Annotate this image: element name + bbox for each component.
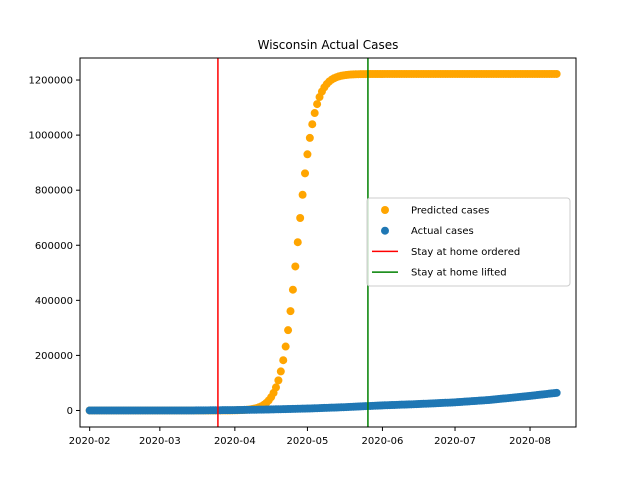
y-tick-label: 0 (67, 406, 73, 417)
predicted-point (310, 109, 319, 118)
actual-point (552, 388, 561, 397)
legend-marker-swatch (381, 206, 389, 214)
y-tick-label: 600000 (35, 241, 73, 252)
x-tick-label: 2020-08 (509, 436, 551, 447)
predicted-point (308, 120, 317, 129)
x-tick-label: 2020-04 (214, 436, 256, 447)
y-tick-label: 1000000 (28, 131, 73, 142)
predicted-point (281, 342, 290, 351)
predicted-point (301, 169, 310, 178)
plot-area (85, 58, 561, 427)
y-tick-label: 1200000 (28, 76, 73, 87)
x-tick-label: 2020-02 (69, 436, 111, 447)
y-tick-label: 800000 (35, 186, 73, 197)
predicted-point (274, 376, 283, 385)
legend: Predicted cases Actual cases Stay at home … (366, 197, 571, 287)
legend-marker-swatch (381, 226, 389, 235)
x-tick-label: 2020-05 (287, 436, 329, 447)
legend-entry: Actual cases (411, 226, 474, 237)
x-tick-label: 2020-07 (434, 436, 476, 447)
predicted-point (271, 383, 280, 392)
predicted-point (288, 285, 297, 294)
legend-entry: Stay at home ordered (411, 247, 520, 258)
predicted-point (313, 100, 322, 109)
legend-box (366, 197, 571, 287)
x-tick-label: 2020-03 (139, 436, 181, 447)
predicted-point (293, 238, 302, 247)
predicted-point (552, 69, 561, 78)
legend-entry: Predicted cases (411, 206, 489, 217)
predicted-point (286, 307, 295, 316)
predicted-point (279, 356, 288, 365)
predicted-point (303, 150, 312, 159)
y-tick-label: 400000 (35, 296, 73, 307)
predicted-point (276, 367, 285, 376)
predicted-point (284, 326, 293, 335)
legend-entry: Stay at home lifted (411, 268, 507, 279)
predicted-point (298, 190, 307, 199)
x-tick-label: 2020-06 (362, 436, 404, 447)
predicted-point (296, 213, 305, 222)
chart-title: Wisconsin Actual Cases (258, 38, 399, 52)
predicted-point (305, 133, 314, 142)
plot-frame (79, 57, 577, 428)
predicted-point (291, 262, 300, 271)
axes: 2020-02 2020-03 2020-04 2020-05 2020-06 2020-… (28, 76, 550, 447)
y-tick-label: 200000 (35, 351, 73, 362)
